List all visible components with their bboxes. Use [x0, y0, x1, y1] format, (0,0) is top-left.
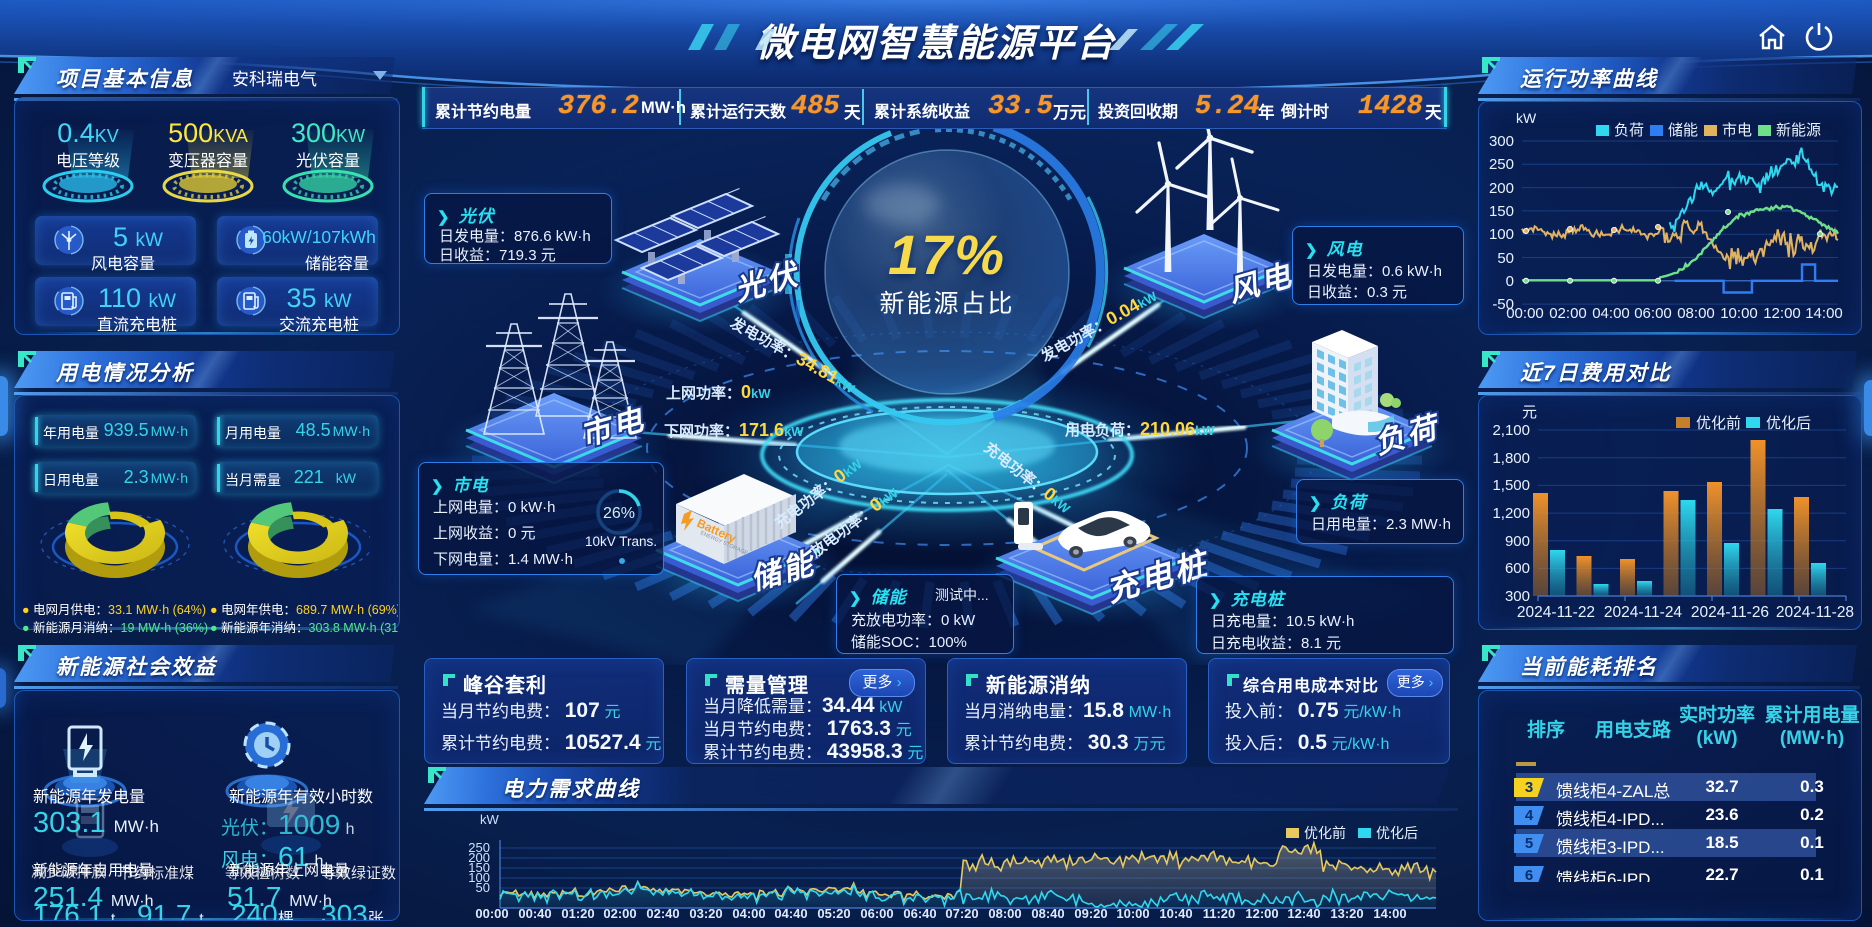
- svg-text:04:40: 04:40: [774, 906, 807, 921]
- svg-text:优化前: 优化前: [1304, 825, 1346, 841]
- svg-text:600: 600: [1505, 560, 1530, 577]
- svg-text:11:20: 11:20: [1203, 906, 1236, 921]
- svg-text:02:00: 02:00: [1549, 305, 1587, 322]
- svg-text:14:00: 14:00: [1373, 906, 1406, 921]
- svg-text:200: 200: [468, 850, 490, 865]
- svg-text:200: 200: [1489, 180, 1514, 197]
- svg-text:10kV Trans.: 10kV Trans.: [585, 534, 657, 549]
- svg-text:50: 50: [476, 880, 490, 895]
- svg-text:06:00: 06:00: [860, 906, 893, 921]
- svg-text:02:00: 02:00: [603, 906, 636, 921]
- svg-text:26%: 26%: [603, 505, 635, 522]
- svg-text:08:00: 08:00: [1677, 305, 1715, 322]
- svg-text:09:20: 09:20: [1074, 906, 1107, 921]
- svg-text:10:00: 10:00: [1116, 906, 1149, 921]
- svg-text:优化后: 优化后: [1376, 825, 1418, 841]
- svg-text:00:00: 00:00: [475, 906, 508, 921]
- svg-text:2024-11-28: 2024-11-28: [1776, 604, 1854, 621]
- svg-text:02:40: 02:40: [646, 906, 679, 921]
- svg-text:2024-11-22: 2024-11-22: [1517, 604, 1595, 621]
- svg-text:1,200: 1,200: [1492, 505, 1530, 522]
- svg-text:市电: 市电: [1722, 122, 1752, 139]
- svg-text:06:40: 06:40: [903, 906, 936, 921]
- svg-text:kW: kW: [480, 812, 500, 827]
- svg-text:12:00: 12:00: [1245, 906, 1278, 921]
- svg-text:13:20: 13:20: [1330, 906, 1363, 921]
- svg-text:900: 900: [1505, 533, 1530, 550]
- svg-text:07:20: 07:20: [945, 906, 978, 921]
- svg-text:新能源: 新能源: [1776, 122, 1821, 139]
- svg-text:01:20: 01:20: [561, 906, 594, 921]
- svg-text:150: 150: [468, 860, 490, 875]
- svg-text:10:00: 10:00: [1720, 305, 1758, 322]
- svg-text:250: 250: [468, 840, 490, 855]
- svg-text:元: 元: [1522, 404, 1537, 421]
- svg-text:0: 0: [1506, 273, 1514, 290]
- svg-text:优化前: 优化前: [1696, 415, 1741, 432]
- svg-text:14:00: 14:00: [1805, 305, 1843, 322]
- svg-text:-50: -50: [1492, 296, 1514, 313]
- svg-text:2,100: 2,100: [1492, 422, 1530, 439]
- svg-text:12:40: 12:40: [1287, 906, 1320, 921]
- svg-text:12:00: 12:00: [1763, 305, 1801, 322]
- svg-text:负荷: 负荷: [1614, 122, 1644, 139]
- svg-text:05:20: 05:20: [817, 906, 850, 921]
- svg-text:00:40: 00:40: [518, 906, 551, 921]
- svg-text:kW: kW: [1516, 110, 1537, 126]
- svg-text:储能: 储能: [1668, 122, 1698, 139]
- svg-text:100: 100: [1489, 226, 1514, 243]
- svg-text:00:00: 00:00: [1506, 305, 1544, 322]
- svg-text:2024-11-26: 2024-11-26: [1691, 604, 1769, 621]
- svg-text:100: 100: [468, 870, 490, 885]
- svg-text:300: 300: [1489, 133, 1514, 150]
- svg-text:08:40: 08:40: [1031, 906, 1064, 921]
- svg-text:150: 150: [1489, 203, 1514, 220]
- svg-text:03:20: 03:20: [689, 906, 722, 921]
- svg-text:04:00: 04:00: [732, 906, 765, 921]
- svg-text:08:00: 08:00: [988, 906, 1021, 921]
- svg-text:300: 300: [1505, 588, 1530, 605]
- svg-text:50: 50: [1497, 250, 1514, 267]
- svg-text:1,500: 1,500: [1492, 477, 1530, 494]
- svg-text:04:00: 04:00: [1592, 305, 1630, 322]
- svg-text:优化后: 优化后: [1766, 415, 1811, 432]
- svg-text:2024-11-24: 2024-11-24: [1604, 604, 1683, 621]
- svg-text:250: 250: [1489, 156, 1514, 173]
- svg-text:10:40: 10:40: [1159, 906, 1192, 921]
- svg-text:1,800: 1,800: [1492, 450, 1530, 467]
- svg-text:06:00: 06:00: [1634, 305, 1672, 322]
